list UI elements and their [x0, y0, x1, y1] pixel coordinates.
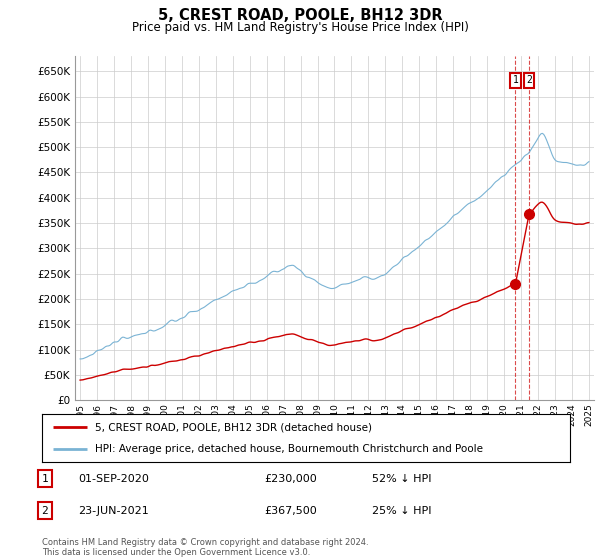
Text: 1: 1	[41, 474, 49, 484]
Text: 5, CREST ROAD, POOLE, BH12 3DR: 5, CREST ROAD, POOLE, BH12 3DR	[158, 8, 442, 24]
Text: 1: 1	[512, 75, 518, 85]
Text: £230,000: £230,000	[264, 474, 317, 484]
Text: 2: 2	[526, 75, 532, 85]
Text: 25% ↓ HPI: 25% ↓ HPI	[372, 506, 431, 516]
Text: 52% ↓ HPI: 52% ↓ HPI	[372, 474, 431, 484]
Text: HPI: Average price, detached house, Bournemouth Christchurch and Poole: HPI: Average price, detached house, Bour…	[95, 444, 483, 454]
Text: Contains HM Land Registry data © Crown copyright and database right 2024.
This d: Contains HM Land Registry data © Crown c…	[42, 538, 368, 557]
Text: £367,500: £367,500	[264, 506, 317, 516]
Text: 5, CREST ROAD, POOLE, BH12 3DR (detached house): 5, CREST ROAD, POOLE, BH12 3DR (detached…	[95, 422, 372, 432]
Text: 01-SEP-2020: 01-SEP-2020	[78, 474, 149, 484]
Text: Price paid vs. HM Land Registry's House Price Index (HPI): Price paid vs. HM Land Registry's House …	[131, 21, 469, 34]
Text: 23-JUN-2021: 23-JUN-2021	[78, 506, 149, 516]
Text: 2: 2	[41, 506, 49, 516]
